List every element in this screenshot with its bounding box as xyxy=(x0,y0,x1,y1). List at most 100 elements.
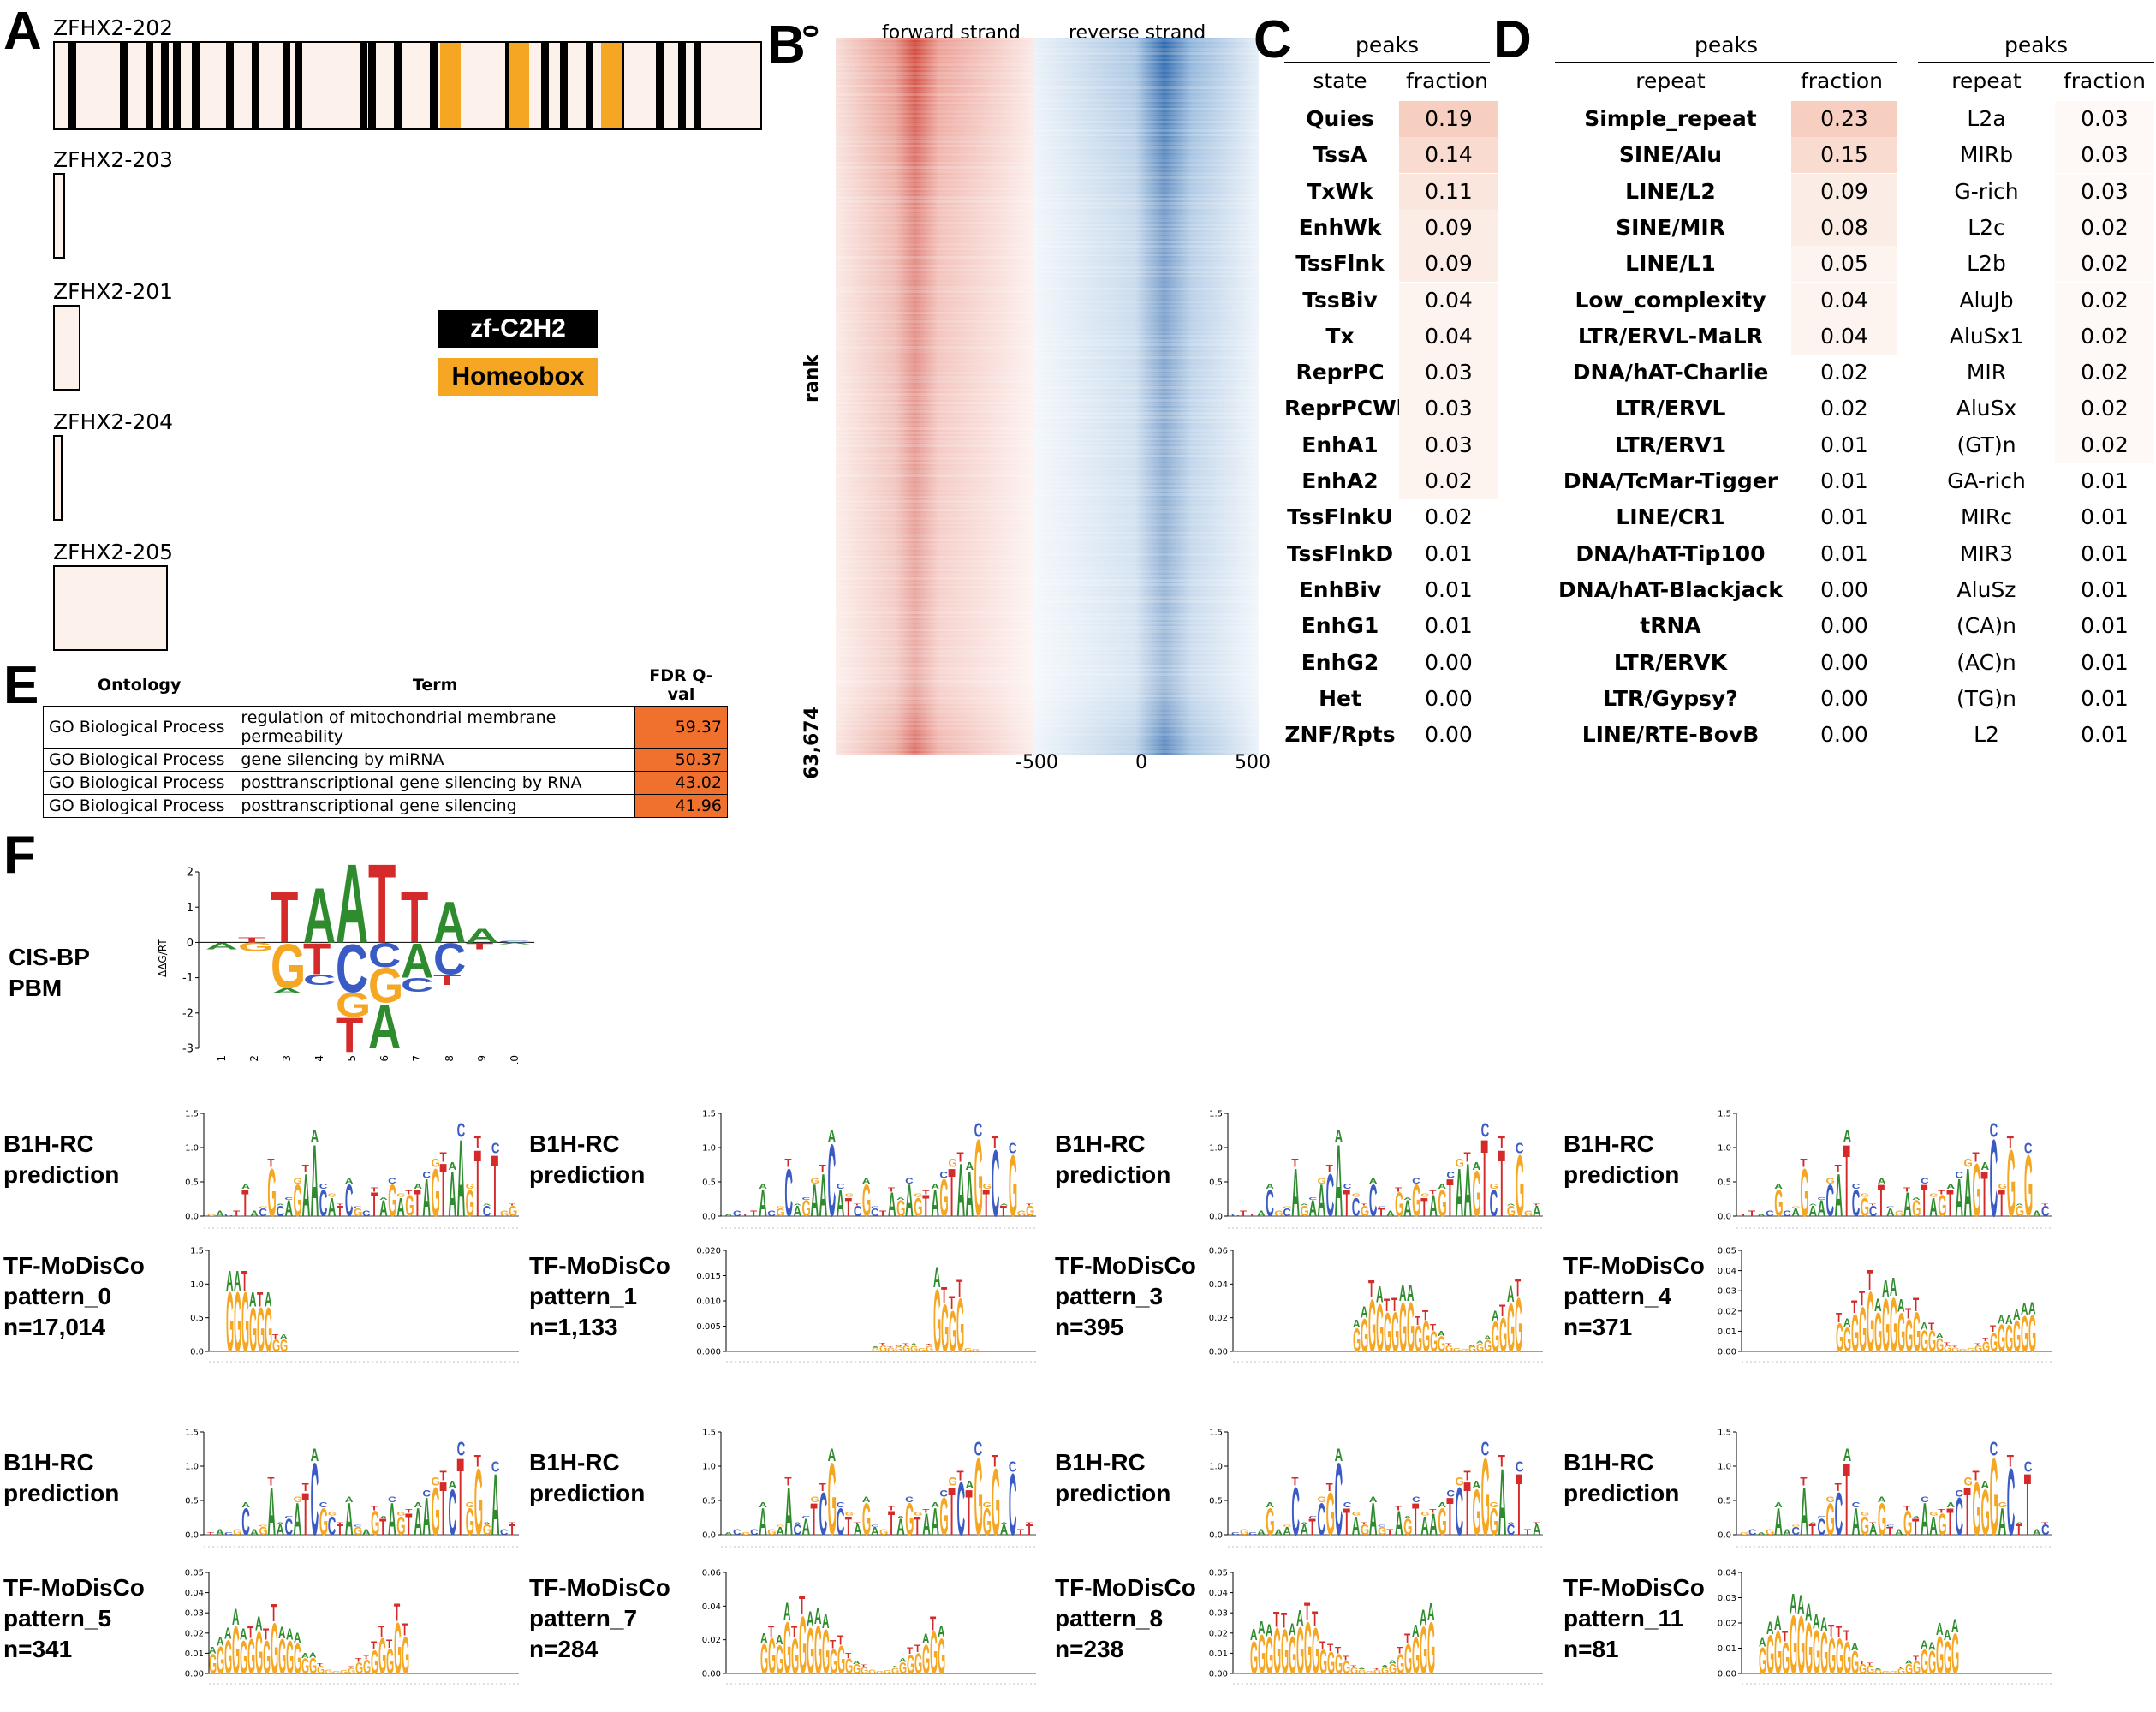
logo-letter-G: G xyxy=(294,1177,302,1185)
d-repeat-cell-right: (AC)n xyxy=(1956,649,2016,675)
heatmap-y-bottom: 63,674 xyxy=(801,707,823,779)
logo-letter-G: G xyxy=(938,1628,945,1684)
logo-letter-A: A xyxy=(1492,1309,1499,1324)
go-ontology-cell: GO Biological Process xyxy=(42,771,236,795)
logo-letter-T: T xyxy=(1498,1133,1506,1152)
logo-letter-C: C xyxy=(1766,1210,1774,1218)
logo-letter-G: G xyxy=(1859,1295,1867,1365)
logo-letter-G: G xyxy=(394,1608,402,1689)
logo-letter-A: A xyxy=(250,1210,259,1218)
c-state-cell: TssA xyxy=(1313,142,1367,168)
zf-c2h2-domain xyxy=(430,43,438,128)
logo-letter-G: G xyxy=(1905,1661,1913,1676)
logo-letter-G: G xyxy=(1861,1193,1869,1198)
c-state-cell: EnhG2 xyxy=(1301,649,1379,675)
logo-letter-G: G xyxy=(1936,1625,1944,1685)
zf-c2h2-domain xyxy=(368,43,376,128)
logo-letter-G: G xyxy=(1882,1285,1890,1369)
logo-letter-A: A xyxy=(862,1177,871,1185)
logo-letter-T: T xyxy=(1903,1186,1911,1193)
logo-letter-G: G xyxy=(941,1291,949,1366)
logo-letter-G: G xyxy=(1998,1184,2007,1191)
logo-letter-T: T xyxy=(1430,1322,1436,1333)
logo-letter-G: G xyxy=(1913,1300,1921,1363)
logo-letter-G: G xyxy=(431,1155,439,1232)
c-state-cell: ReprPCWk xyxy=(1284,396,1411,421)
logo-letter-A: A xyxy=(811,1176,819,1226)
logo-letter-A: A xyxy=(1300,1522,1308,1525)
d-repeat-cell-right: (CA)n xyxy=(1956,613,2016,639)
logo-letter-T: T xyxy=(1982,1337,1989,1342)
logo-letter-T: T xyxy=(914,1512,920,1542)
logo-letter-G: G xyxy=(768,1628,776,1685)
logo-letter-G: G xyxy=(1490,1500,1498,1542)
axis-tick-label: 0.5 xyxy=(702,1178,716,1188)
d-repeat-cell-left: LINE/RTE-BovB xyxy=(1581,722,1760,748)
logo-letter-G: G xyxy=(1381,1667,1389,1676)
logo-letter-T: T xyxy=(1464,1468,1471,1552)
logo-letter-A: A xyxy=(1258,1617,1266,1638)
logo-letter-C: C xyxy=(319,1181,328,1224)
logo-letter-A: A xyxy=(217,1634,224,1649)
logo-letter-G: G xyxy=(217,1638,224,1682)
logo-letter-C: C xyxy=(285,1515,294,1540)
logo-letter-A: A xyxy=(1533,1203,1541,1220)
logo-letter-A: A xyxy=(1921,1494,1929,1545)
axis-tick-label: 0.020 xyxy=(696,1247,721,1256)
logo-letter-C: C xyxy=(1748,1529,1757,1536)
axis-tick-label: 0.00 xyxy=(185,1670,204,1679)
d-fraction-cell-left: 0.04 xyxy=(1791,318,1897,355)
logo-letter-G: G xyxy=(1861,1512,1869,1542)
logo-letter-A: A xyxy=(345,1495,354,1504)
d-fraction-cell-right: 0.01 xyxy=(2081,576,2129,602)
logo-letter-A: A xyxy=(1429,1507,1438,1542)
logo-letter-A: A xyxy=(854,1522,862,1538)
logo-letter-C: C xyxy=(1869,1203,1878,1220)
logo-letter-A: A xyxy=(910,1343,918,1346)
logo-letter-T: T xyxy=(1373,1667,1380,1670)
logo-letter-A: A xyxy=(1468,1345,1476,1347)
logo-letter-G: G xyxy=(371,1505,379,1542)
logo-letter-G: G xyxy=(1283,1207,1291,1209)
logo-letter-A: A xyxy=(2033,1529,2041,1536)
logo-letter-G: G xyxy=(891,1667,899,1676)
logo-letter-A: A xyxy=(1420,1512,1429,1542)
logo-letter-A: A xyxy=(1335,1445,1343,1465)
axis-tick-label: 0.5 xyxy=(1718,1497,1731,1506)
logo-letter-T: T xyxy=(1391,1294,1397,1315)
logo-letter-A: A xyxy=(1897,1295,1905,1316)
logo-letter-A: A xyxy=(1429,1189,1438,1223)
d-repeat-cell-right: AluSx xyxy=(1956,396,2017,421)
logo-letter-G: G xyxy=(355,1660,363,1677)
logo-letter-T: T xyxy=(819,1162,826,1175)
zf-c2h2-domain xyxy=(541,43,549,128)
logo-letter-G: G xyxy=(1250,1632,1258,1685)
logo-letter-C: C xyxy=(957,1468,966,1552)
logo-letter-C: C xyxy=(285,1515,294,1519)
c-col-fraction: fraction xyxy=(1405,69,1489,93)
logo-letter-G: G xyxy=(328,1193,337,1198)
logo-letter-T: T xyxy=(2041,1203,2048,1207)
logo-letter-G: G xyxy=(1766,1529,1775,1536)
logo-letter-C: C xyxy=(871,1206,879,1219)
logo-letter-C: C xyxy=(1283,1206,1291,1219)
logo-letter-T: T xyxy=(302,1481,309,1494)
d-repeat-cell-left: SINE/MIR xyxy=(1616,214,1725,240)
logo-letter-G: G xyxy=(1797,1599,1805,1691)
logo-letter-C: C xyxy=(1248,1531,1257,1536)
logo-letter-G: G xyxy=(1455,1475,1463,1488)
logo-letter-G: G xyxy=(1258,1624,1266,1685)
zf-c2h2-domain xyxy=(360,43,367,128)
strand-heatmap xyxy=(836,38,1259,755)
axis-tick-label: -3 xyxy=(182,1043,194,1056)
logo-letter-A: A xyxy=(1250,1627,1258,1644)
logo-letter-A: A xyxy=(957,1149,966,1233)
logo-letter-G: G xyxy=(1397,1649,1404,1680)
d-repeat-cell-left: SINE/Alu xyxy=(1618,142,1723,168)
logo-letter-G: G xyxy=(811,1177,819,1185)
logo-letter-A: A xyxy=(1257,1210,1266,1218)
logo-letter-C: C xyxy=(939,1170,948,1181)
logo-letter-T: T xyxy=(1859,1660,1866,1665)
axis-tick-label: 0.0 xyxy=(702,1531,716,1541)
